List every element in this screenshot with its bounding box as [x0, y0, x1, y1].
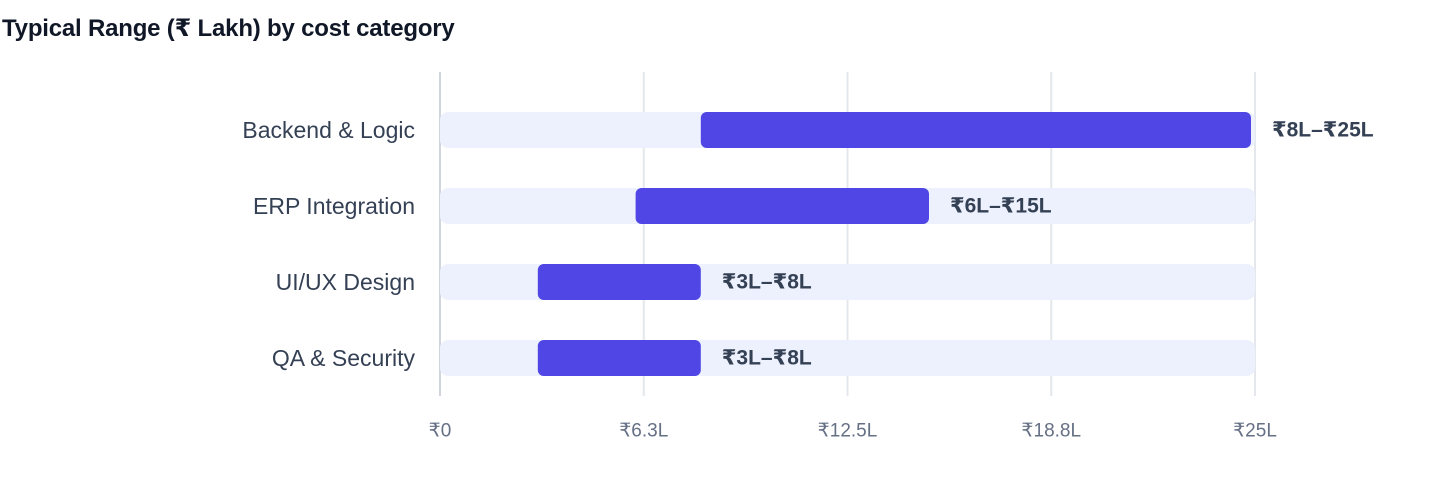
- range-bar[interactable]: [635, 188, 929, 224]
- range-bar[interactable]: [537, 264, 701, 300]
- range-bars: [537, 112, 1251, 376]
- range-data-label: ₹3L–₹8L: [722, 347, 812, 370]
- category-label: QA & Security: [272, 345, 416, 371]
- range-bar[interactable]: [537, 340, 701, 376]
- category-labels: Backend & Logic ERP Integration UI/UX Desi…: [242, 117, 415, 371]
- x-tick-label: ₹6.3L: [619, 421, 668, 442]
- range-data-label: ₹8L–₹25L: [1272, 119, 1374, 142]
- category-label: UI/UX Design: [276, 269, 415, 295]
- range-data-label: ₹3L–₹8L: [722, 271, 812, 294]
- x-tick-label: ₹12.5L: [818, 421, 878, 442]
- x-tick-label: ₹25L: [1233, 421, 1277, 442]
- category-label: ERP Integration: [253, 193, 415, 219]
- x-axis-tick-labels: ₹0 ₹6.3L ₹12.5L ₹18.8L ₹25L: [429, 421, 1277, 442]
- chart-title: Typical Range (₹ Lakh) by cost category: [2, 15, 455, 42]
- range-labels: ₹8L–₹25L ₹6L–₹15L ₹3L–₹8L ₹3L–₹8L: [722, 119, 1374, 370]
- x-tick-label: ₹18.8L: [1021, 421, 1081, 442]
- range-data-label: ₹6L–₹15L: [950, 195, 1052, 218]
- x-tick-label: ₹0: [429, 421, 452, 442]
- range-bar[interactable]: [700, 112, 1251, 148]
- category-label: Backend & Logic: [242, 117, 415, 143]
